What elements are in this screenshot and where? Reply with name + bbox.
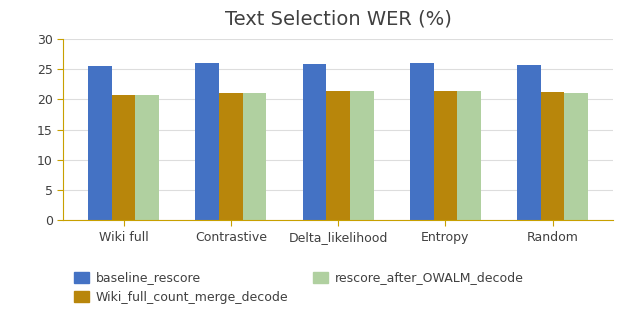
Bar xyxy=(564,93,588,220)
Bar xyxy=(88,66,112,220)
Bar xyxy=(135,95,159,220)
Bar xyxy=(434,91,457,220)
Bar xyxy=(219,93,243,220)
Bar xyxy=(195,63,219,220)
Bar xyxy=(541,92,564,220)
Bar xyxy=(457,91,481,220)
Bar xyxy=(112,95,135,220)
Bar xyxy=(303,64,326,220)
Bar xyxy=(326,91,350,220)
Bar xyxy=(410,63,434,220)
Legend: baseline_rescore, Wiki_full_count_merge_decode, rescore_after_OWALM_decode: baseline_rescore, Wiki_full_count_merge_… xyxy=(70,266,528,309)
Bar xyxy=(517,65,541,220)
Bar xyxy=(350,91,374,220)
Bar xyxy=(243,93,266,220)
Title: Text Selection WER (%): Text Selection WER (%) xyxy=(225,10,451,29)
